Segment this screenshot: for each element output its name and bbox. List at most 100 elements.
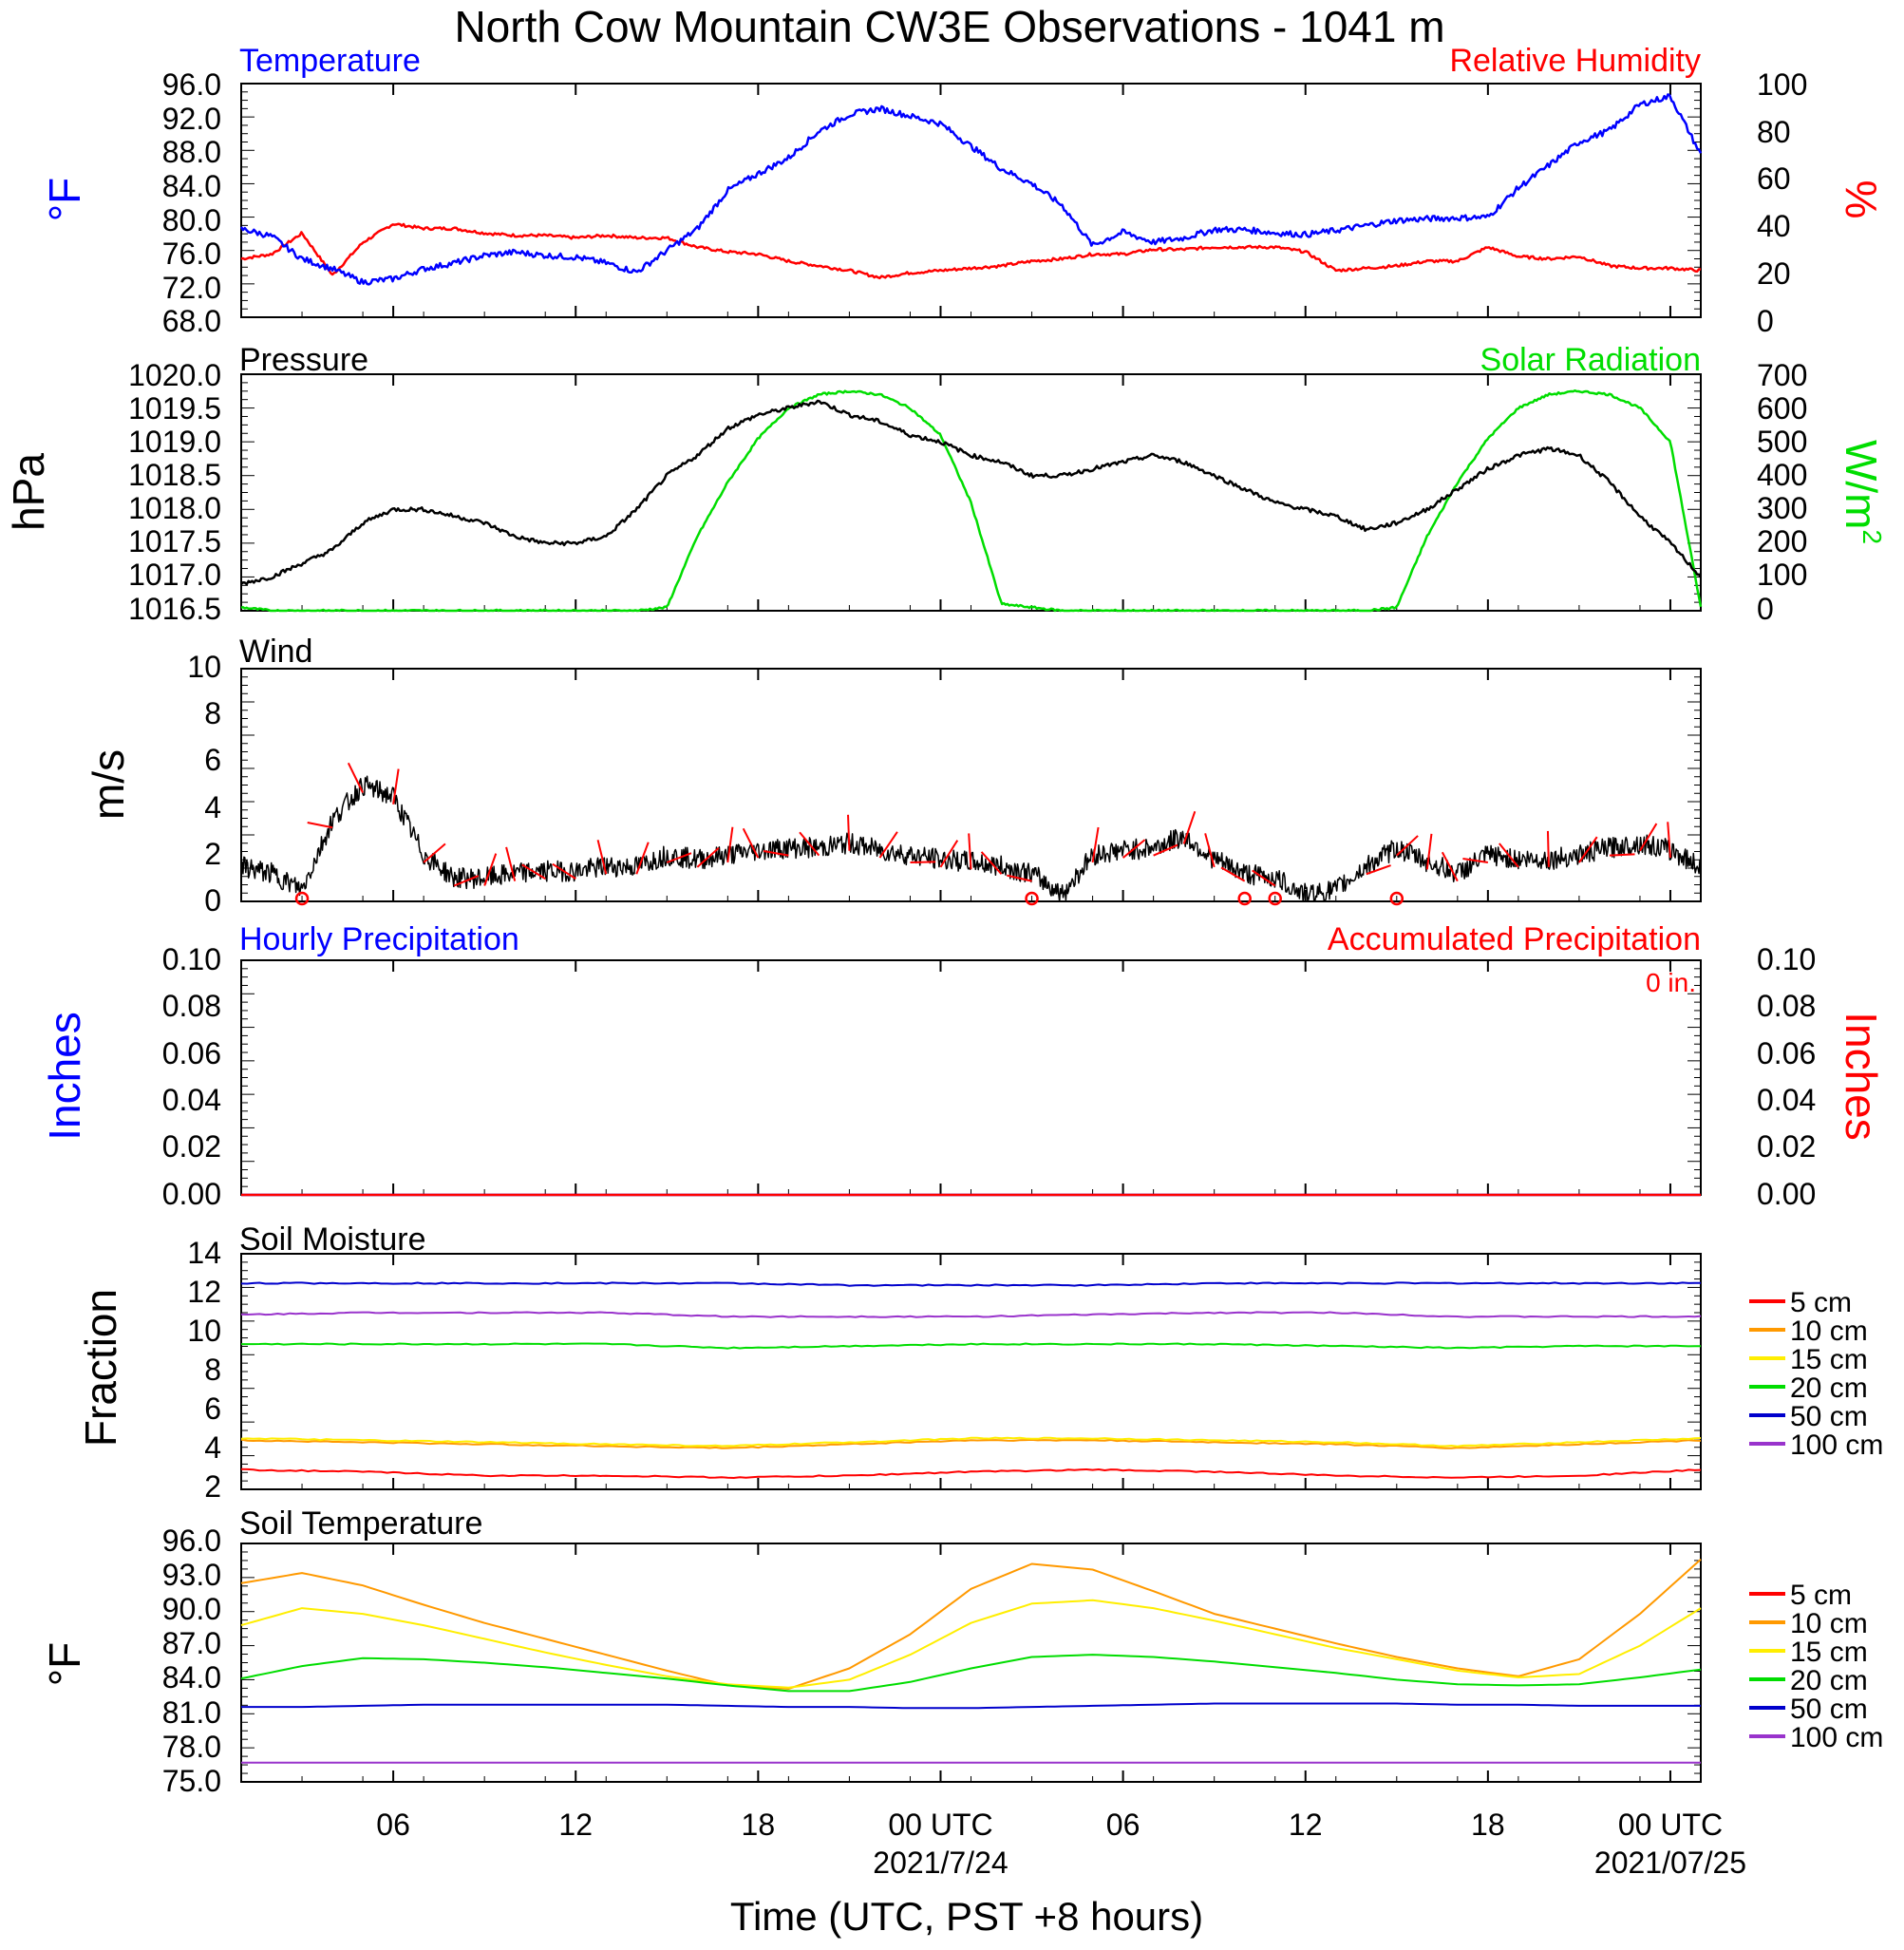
wind-barb [1091, 826, 1100, 863]
rh-series-line [240, 222, 1702, 280]
soil-moisture-series-line [240, 1438, 1702, 1449]
pressure-tick: 1017.0 [128, 558, 221, 592]
wind-barb [521, 863, 546, 880]
wind-barb [1007, 874, 1032, 882]
legend-label: 15 cm [1790, 1344, 1868, 1375]
solar-title: Solar Radiation [1480, 342, 1701, 378]
pressure-series-line [240, 399, 1703, 586]
wind-barb [968, 833, 972, 870]
hourly-precip-title: Hourly Precipitation [239, 921, 519, 957]
hourly-precip-axis-unit: Inches [40, 1012, 89, 1141]
temperature-tick: 76.0 [162, 237, 221, 271]
soil-temp-series-line [240, 1654, 1702, 1693]
solar-tick: 300 [1757, 491, 1807, 525]
wind-barb [1153, 843, 1178, 857]
soil-moisture-tick: 6 [204, 1392, 221, 1426]
rh-tick: 20 [1757, 256, 1791, 291]
panel-soil-temp: Soil Temperature °F 96.0 93.0 90.0 87.0 … [40, 1505, 1883, 1798]
wind-barb [347, 762, 364, 793]
soil-moisture-series-line [241, 1342, 1701, 1350]
rh-tick: 100 [1757, 67, 1807, 102]
wind-barb [1182, 810, 1197, 844]
wind-barb [726, 826, 734, 863]
soil-moisture-legend: 5 cm 10 cm 15 cm 20 cm 50 cm 100 cm [1749, 1287, 1883, 1461]
wind-axis-ticks: 10 8 6 4 2 0 [187, 650, 221, 918]
wind-tick: 8 [204, 696, 221, 730]
pressure-tick: 1017.5 [128, 524, 221, 558]
temperature-tick: 96.0 [162, 67, 221, 102]
temperature-tick: 80.0 [162, 203, 221, 237]
legend-label: 100 cm [1790, 1722, 1883, 1753]
wind-tick: 0 [204, 883, 221, 918]
wind-tick: 4 [204, 790, 221, 824]
wind-title: Wind [239, 634, 312, 670]
legend-label: 20 cm [1790, 1665, 1868, 1696]
wind-barb [1609, 853, 1635, 857]
calm-wind-marker [1389, 891, 1404, 906]
x-tick-label: 18 [1471, 1808, 1505, 1842]
accum-precip-tick: 0.06 [1757, 1036, 1816, 1070]
pressure-tick: 1019.5 [128, 391, 221, 426]
wind-barb [1220, 866, 1246, 882]
pressure-tick: 1018.5 [128, 458, 221, 492]
soil-moisture-tick: 8 [204, 1353, 221, 1387]
soil-temp-tick: 90.0 [162, 1592, 221, 1626]
rh-tick: 80 [1757, 115, 1791, 149]
wind-barb [423, 842, 446, 863]
soil-moisture-series-line [240, 1311, 1702, 1318]
wind-barb [1578, 836, 1598, 863]
hourly-precip-tick: 0.02 [162, 1129, 221, 1164]
accum-precip-tick: 0.10 [1757, 942, 1816, 976]
solar-unit-base: W/m [1837, 440, 1886, 530]
solar-axis-unit: W/m2 [1837, 440, 1887, 544]
accum-precip-tick: 0.02 [1757, 1129, 1816, 1164]
wind-barb [1204, 833, 1216, 868]
x-tick-label: 06 [376, 1808, 410, 1842]
pressure-axis-unit: hPa [4, 453, 53, 531]
wind-tick: 2 [204, 837, 221, 871]
x-tick-label: 18 [742, 1808, 776, 1842]
hourly-precip-tick: 0.04 [162, 1083, 221, 1117]
wind-barb [483, 853, 498, 886]
wind-barb [910, 861, 936, 863]
rh-axis-ticks: 100 80 60 40 20 0 [1757, 67, 1807, 338]
wind-barb [799, 831, 820, 857]
wind-barb [453, 875, 480, 887]
wind-barb [596, 840, 608, 875]
wind-barb [1396, 835, 1419, 857]
solar-tick: 700 [1757, 358, 1807, 392]
wind-barb [505, 846, 517, 881]
pressure-tick: 1020.0 [128, 358, 221, 392]
wind-barb [980, 851, 1003, 875]
hourly-precip-axis-ticks: 0.10 0.08 0.06 0.04 0.02 0.00 [162, 942, 221, 1211]
hourly-precip-tick: 0.00 [162, 1177, 221, 1211]
wind-tick: 10 [187, 650, 221, 684]
x-date-label: 2021/7/24 [873, 1846, 1008, 1880]
solar-unit-sup: 2 [1857, 529, 1887, 544]
soil-moisture-tick: 12 [187, 1275, 221, 1309]
calm-wind-marker [1025, 891, 1039, 906]
solar-axis-ticks: 700 600 500 400 300 200 100 0 [1757, 358, 1807, 626]
pressure-title: Pressure [239, 342, 368, 378]
plot-layer [239, 83, 1703, 1783]
temperature-tick: 88.0 [162, 135, 221, 169]
wind-barb [635, 842, 650, 875]
wind-barb [1462, 858, 1489, 863]
wind-barb [307, 821, 333, 829]
x-tick-label: 06 [1106, 1808, 1141, 1842]
soil-moisture-tick: 14 [187, 1236, 221, 1270]
legend-label: 100 cm [1790, 1429, 1883, 1461]
x-tick-label: 00 UTC [1618, 1808, 1723, 1842]
accum-precip-axis-unit: Inches [1837, 1012, 1886, 1141]
wind-barb [1667, 822, 1671, 859]
wind-barb [666, 852, 692, 863]
x-tick-label: 12 [1289, 1808, 1323, 1842]
x-tick-label: 00 UTC [888, 1808, 992, 1842]
wind-barb [1441, 851, 1459, 882]
accum-precip-title: Accumulated Precipitation [1328, 921, 1701, 957]
legend-label: 5 cm [1790, 1287, 1852, 1318]
solar-tick: 200 [1757, 524, 1807, 558]
soil-temp-tick: 96.0 [162, 1524, 221, 1558]
accum-precip-tick: 0.08 [1757, 989, 1816, 1023]
